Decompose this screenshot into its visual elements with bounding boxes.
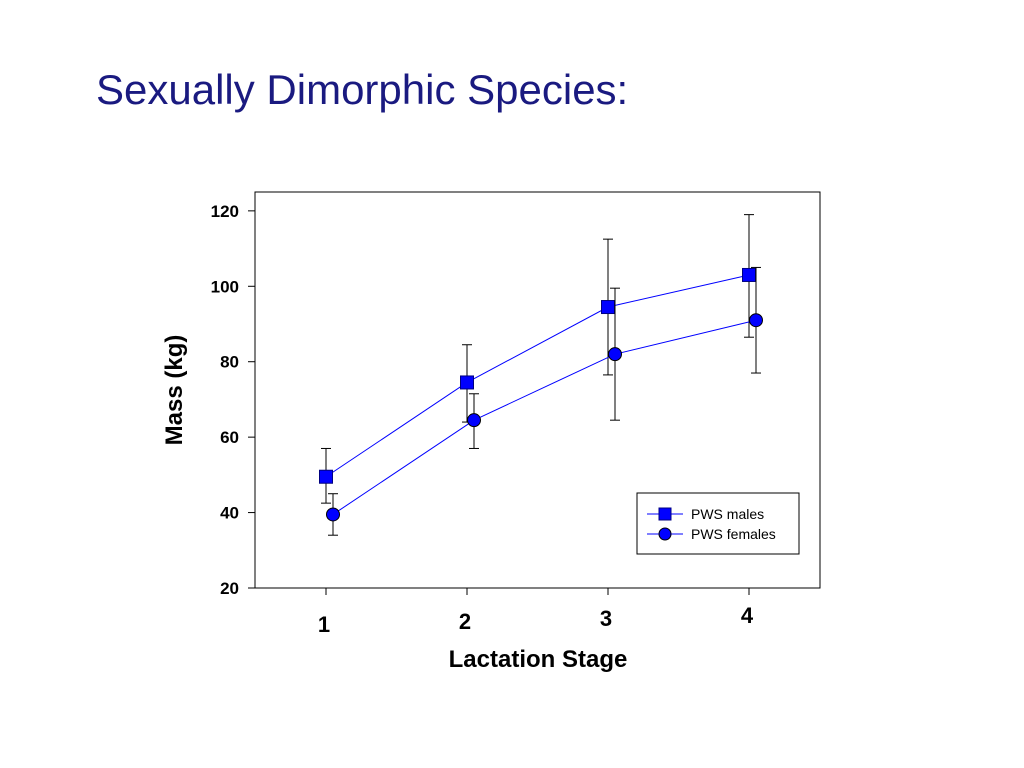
series-0 — [319, 214, 756, 504]
x-tick-label: 4 — [741, 603, 754, 628]
x-tick-label: 1 — [318, 612, 330, 637]
data-point-square — [601, 300, 615, 315]
legend: PWS males PWS females — [636, 492, 800, 555]
y-tick-label: 20 — [220, 579, 239, 598]
series-1 — [326, 266, 763, 536]
series-line — [325, 274, 750, 478]
x-axis-title: Lactation Stage — [449, 646, 628, 673]
legend-marker-square — [658, 507, 672, 521]
slide-title: Sexually Dimorphic Species: — [96, 66, 629, 113]
y-tick-label: 120 — [211, 202, 239, 221]
y-tick-label: 60 — [220, 428, 239, 447]
data-point-circle — [467, 413, 481, 428]
y-tick-label: 40 — [220, 504, 239, 523]
y-tick-label: 80 — [220, 353, 239, 372]
data-point-square — [460, 375, 474, 390]
data-point-circle — [326, 507, 340, 522]
data-point-circle — [608, 347, 622, 362]
data-point-square — [742, 267, 756, 282]
data-point-square — [319, 469, 333, 484]
legend-box — [636, 492, 800, 555]
plot-area — [254, 191, 821, 589]
series-line — [332, 319, 757, 515]
y-tick-label: 100 — [211, 277, 239, 296]
data-point-circle — [749, 313, 763, 328]
y-axis: 20 40 60 80 100 120 — [211, 202, 255, 598]
legend-label: PWS males — [691, 506, 764, 522]
legend-label: PWS females — [691, 526, 776, 542]
legend-marker-circle — [658, 527, 672, 541]
x-tick-label: 2 — [459, 609, 471, 634]
x-axis: 1 2 3 4 — [318, 588, 754, 637]
y-axis-title: Mass (kg) — [161, 335, 188, 446]
x-tick-label: 3 — [600, 606, 612, 631]
series-layer — [319, 214, 763, 536]
